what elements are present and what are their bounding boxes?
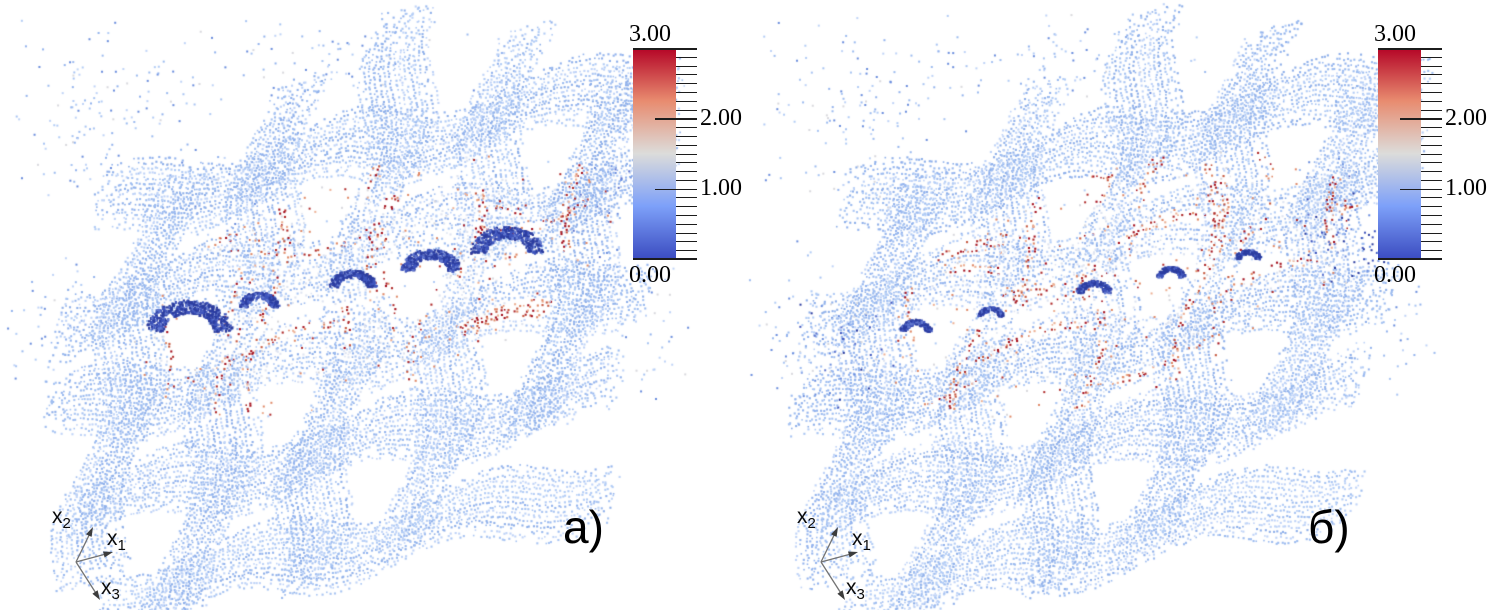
x1-axis-label: x1	[107, 527, 126, 555]
colorbar-tick	[1421, 91, 1442, 93]
colorbar-tick	[676, 179, 697, 181]
colorbar-min-label: 0.00	[1374, 262, 1416, 288]
colorbar-tick	[676, 91, 697, 93]
colorbar-tick	[1400, 188, 1442, 191]
colorbar-tick	[1421, 144, 1442, 146]
colorbar-tick	[676, 127, 697, 129]
colorbar-tick	[676, 197, 697, 199]
colorbar-tick	[1378, 48, 1442, 50]
x3-axis-arrow	[75, 561, 97, 593]
axis-triad-a: x2 x1 x3	[10, 496, 145, 610]
x3-axis-label: x3	[101, 576, 120, 604]
colorbar-tick	[1421, 223, 1442, 225]
colorbar-tick	[676, 241, 697, 243]
colorbar-tick	[655, 188, 697, 191]
colorbar-tick	[633, 48, 697, 50]
point-cloud-canvas-a	[0, 0, 745, 610]
colorbar-gradient	[633, 48, 676, 259]
colorbar-tick	[1421, 171, 1442, 173]
panel-a-label: а)	[563, 501, 604, 553]
colorbar-tick	[1421, 250, 1442, 252]
colorbar-tick	[676, 56, 697, 58]
colorbar-tick-label: 1.00	[700, 175, 742, 201]
colorbar-tick	[1421, 153, 1442, 155]
colorbar-tick	[676, 109, 697, 111]
colorbar-tick	[676, 144, 697, 146]
colorbar-min-label: 0.00	[629, 262, 671, 288]
colorbar-tick	[655, 118, 697, 120]
colorbar-tick-label: 2.00	[700, 105, 742, 131]
colorbar-tick	[1421, 197, 1442, 199]
colorbar-tick-label: 2.00	[1445, 105, 1487, 131]
colorbar-tick	[676, 162, 697, 164]
panel-b: 3.00 2.00 1.00 0.00 x2 x1 x3	[745, 0, 1490, 610]
x1-axis-arrow	[75, 553, 105, 563]
colorbar-tick	[676, 215, 697, 217]
colorbar-max-label: 3.00	[629, 21, 671, 47]
colorbar-max-label: 3.00	[1374, 21, 1416, 47]
x1-arrowhead	[848, 551, 858, 558]
colorbar-tick	[1421, 162, 1442, 164]
colorbar-tick	[1421, 135, 1442, 137]
colorbar-tick	[1421, 241, 1442, 243]
x2-axis-label: x2	[797, 505, 816, 533]
colorbar-tick	[1421, 206, 1442, 208]
colorbar-tick	[1421, 232, 1442, 234]
x2-arrowhead	[86, 527, 93, 537]
colorbar-tick	[676, 171, 697, 173]
colorbar-a: 3.00 2.00 1.00 0.00	[629, 22, 742, 287]
panel-b-label: б)	[1308, 501, 1350, 553]
colorbar-tick	[676, 250, 697, 252]
colorbar-tick	[1421, 83, 1442, 85]
x1-arrowhead	[103, 551, 113, 558]
colorbar-tick	[1421, 65, 1442, 67]
colorbar-tick	[676, 223, 697, 225]
colorbar-tick	[1378, 258, 1442, 260]
colorbar-tick	[676, 206, 697, 208]
x3-arrowhead	[837, 590, 845, 600]
x2-axis-label: x2	[52, 505, 71, 533]
colorbar-gradient	[1378, 48, 1421, 259]
colorbar-tick	[1421, 56, 1442, 58]
colorbar-tick	[1421, 215, 1442, 217]
x1-axis-label: x1	[852, 527, 871, 555]
colorbar-tick	[1421, 179, 1442, 181]
colorbar-tick-label: 1.00	[1445, 175, 1487, 201]
colorbar-b: 3.00 2.00 1.00 0.00	[1374, 22, 1487, 287]
colorbar-tick	[676, 83, 697, 85]
colorbar-tick	[676, 153, 697, 155]
colorbar-tick	[1421, 109, 1442, 111]
colorbar-tick	[1400, 118, 1442, 120]
x2-arrowhead	[831, 527, 838, 537]
colorbar-tick	[1421, 100, 1442, 102]
colorbar-tick	[676, 74, 697, 76]
point-cloud-canvas-b	[745, 0, 1490, 610]
x2-axis-arrow	[75, 534, 91, 563]
panel-a: 3.00 2.00 1.00 0.00 x2 x1 x3	[0, 0, 745, 610]
x3-axis-label: x3	[846, 576, 865, 604]
colorbar-tick	[1421, 74, 1442, 76]
x3-arrowhead	[92, 590, 100, 600]
colorbar-tick	[676, 135, 697, 137]
x3-axis-arrow	[820, 561, 842, 593]
x2-axis-arrow	[820, 534, 836, 563]
colorbar-tick	[1421, 127, 1442, 129]
colorbar-tick	[676, 65, 697, 67]
axis-arrows	[75, 527, 113, 600]
x1-axis-arrow	[820, 553, 850, 563]
colorbar-tick	[676, 232, 697, 234]
axis-triad-b: x2 x1 x3	[755, 496, 890, 610]
colorbar-tick	[676, 100, 697, 102]
colorbar-tick	[633, 258, 697, 260]
axis-arrows	[820, 527, 858, 600]
